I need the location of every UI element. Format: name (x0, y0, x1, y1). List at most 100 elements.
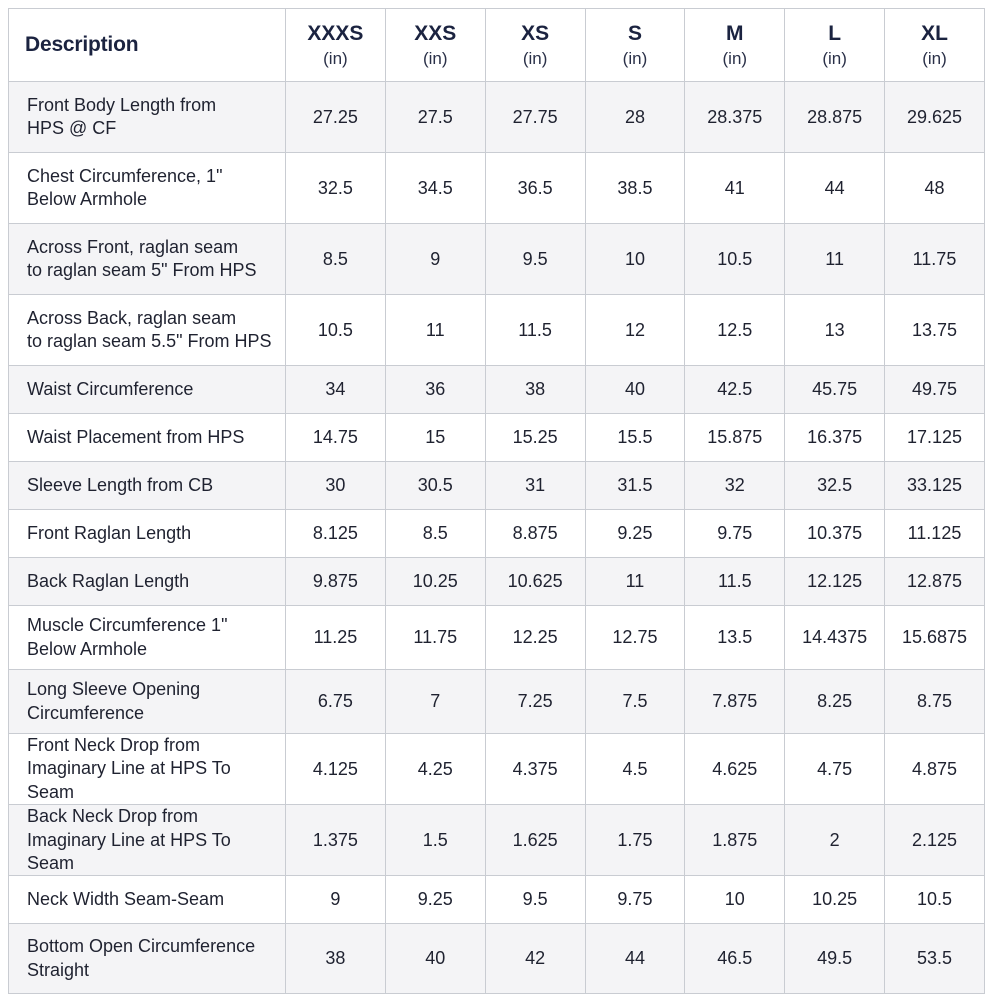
value-cell: 32 (684, 461, 786, 510)
description-line: Muscle Circumference 1" (27, 615, 228, 636)
value-cell: 10.25 (384, 557, 486, 606)
value-cell: 32.5 (784, 461, 886, 510)
value-cell: 17.125 (884, 413, 985, 462)
table-row: Sleeve Length from CB 30 30.5 31 31.5 32… (8, 461, 985, 510)
value-cell: 42.5 (684, 365, 786, 414)
value-cell: 14.4375 (784, 605, 886, 670)
value-cell: 11 (584, 557, 686, 606)
value-cell: 15.6875 (884, 605, 985, 670)
value-cell: 28 (584, 81, 686, 153)
value-cell: 44 (584, 923, 686, 994)
value-cell: 34.5 (384, 152, 486, 224)
value-cell: 9.25 (384, 875, 486, 925)
row-description: Across Back, raglan seam to raglan seam 5… (8, 294, 286, 366)
description-line: Back Neck Drop from (27, 806, 199, 827)
value-cell: 9.75 (584, 875, 686, 925)
value-cell: 11.5 (684, 557, 786, 606)
size-header-m: M (in) (684, 8, 786, 82)
table-row: Across Front, raglan seam to raglan seam … (8, 223, 985, 295)
value-cell: 45.75 (784, 365, 886, 414)
value-cell: 7.5 (584, 669, 686, 734)
value-cell: 7.875 (684, 669, 786, 734)
row-description: Back Neck Drop from Imaginary Line at HPS… (8, 804, 286, 877)
value-cell: 28.375 (684, 81, 786, 153)
value-cell: 30.5 (384, 461, 486, 510)
description-line: Front Raglan Length (27, 522, 192, 543)
value-cell: 31.5 (584, 461, 686, 510)
value-cell: 12.25 (484, 605, 586, 670)
table-row: Long Sleeve Opening Circumference 6.75 7 … (8, 669, 985, 734)
description-line: Bottom Open Circumference (27, 936, 256, 957)
value-cell: 4.25 (384, 732, 486, 806)
size-label: S (627, 22, 642, 46)
value-cell: 15.875 (684, 413, 786, 462)
value-cell: 10.625 (484, 557, 586, 606)
header-row: Description XXXS (in) XXS (in) XS (in) S (in… (8, 8, 985, 82)
size-label: XXS (414, 22, 457, 46)
value-cell: 42 (484, 923, 586, 994)
value-cell: 2.125 (884, 804, 985, 877)
size-label: XS (521, 22, 550, 46)
value-cell: 14.75 (285, 413, 386, 462)
size-header-xs: XS (in) (484, 8, 586, 82)
description-line: Back Raglan Length (27, 570, 190, 591)
value-cell: 9.5 (484, 875, 586, 925)
description-line: Imaginary Line at HPS To Seam (27, 758, 231, 802)
description-line: Front Body Length from (27, 94, 217, 115)
value-cell: 11.75 (384, 605, 486, 670)
description-line: Front Neck Drop from (27, 735, 201, 755)
value-cell: 8.25 (784, 669, 886, 734)
value-cell: 31 (484, 461, 586, 510)
table-row: Back Neck Drop from Imaginary Line at HPS… (8, 804, 985, 877)
value-cell: 10 (584, 223, 686, 295)
table-row: Waist Circumference 34 36 38 40 42.5 45.… (8, 365, 985, 414)
value-cell: 4.5 (584, 732, 686, 806)
description-line: Neck Width Seam-Seam (27, 889, 225, 910)
value-cell: 11.25 (285, 605, 386, 670)
row-description: Neck Width Seam-Seam (8, 875, 286, 925)
description-line: Below Armhole (27, 638, 148, 659)
row-description: Long Sleeve Opening Circumference (8, 669, 286, 734)
description-line: Below Armhole (27, 189, 148, 209)
size-header-xl: XL (in) (884, 8, 985, 82)
value-cell: 27.75 (484, 81, 586, 153)
value-cell: 1.625 (484, 804, 586, 877)
table-row: Chest Circumference, 1" Below Armhole 32.… (8, 152, 985, 224)
size-unit: (in) (422, 48, 448, 68)
value-cell: 13.75 (884, 294, 985, 366)
value-cell: 12.875 (884, 557, 985, 606)
value-cell: 8.5 (384, 509, 486, 558)
size-unit: (in) (922, 48, 947, 68)
size-label: XXXS (307, 22, 364, 46)
description-line: Long Sleeve Opening (27, 679, 201, 700)
table-row: Back Raglan Length 9.875 10.25 10.625 11… (8, 557, 985, 606)
value-cell: 8.875 (484, 509, 586, 558)
value-cell: 40 (384, 923, 486, 994)
size-label: XL (921, 22, 948, 46)
size-unit: (in) (522, 48, 548, 68)
row-description: Front Neck Drop from Imaginary Line at HP… (8, 732, 286, 806)
row-description: Bottom Open Circumference Straight (8, 923, 286, 994)
description-line: Sleeve Length from CB (27, 474, 214, 495)
value-cell: 12.75 (584, 605, 686, 670)
description-header: Description (8, 8, 286, 82)
description-line: Waist Placement from HPS (27, 426, 245, 447)
value-cell: 4.75 (784, 732, 886, 806)
row-description: Chest Circumference, 1" Below Armhole (8, 152, 286, 224)
value-cell: 4.875 (884, 732, 985, 806)
value-cell: 53.5 (884, 923, 985, 994)
size-label: L (828, 22, 842, 46)
table-row: Front Body Length from HPS @ CF 27.25 27.… (8, 81, 985, 153)
value-cell: 9.5 (484, 223, 586, 295)
value-cell: 34 (285, 365, 386, 414)
value-cell: 9 (384, 223, 486, 295)
value-cell: 15.5 (584, 413, 686, 462)
value-cell: 11 (784, 223, 886, 295)
value-cell: 36.5 (484, 152, 586, 224)
table-row: Across Back, raglan seam to raglan seam 5… (8, 294, 985, 366)
value-cell: 4.375 (484, 732, 586, 806)
value-cell: 1.75 (584, 804, 686, 877)
value-cell: 12 (584, 294, 686, 366)
value-cell: 13 (784, 294, 886, 366)
value-cell: 36 (384, 365, 486, 414)
